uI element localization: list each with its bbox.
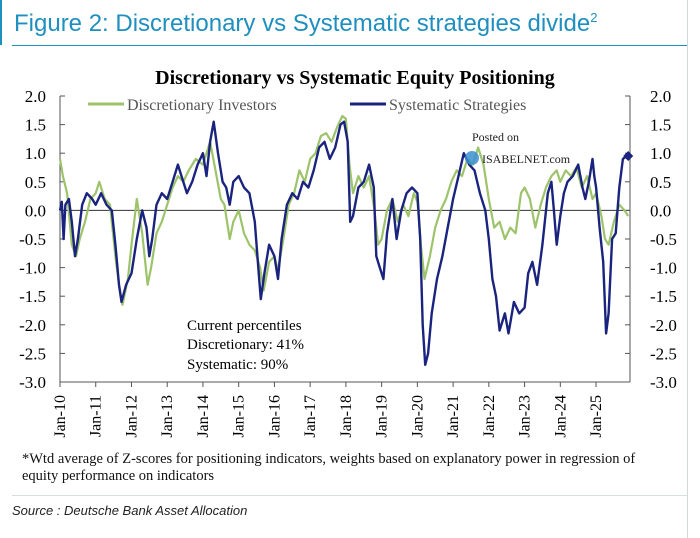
annotation-discretionary: Discretionary: 41% [187, 337, 304, 353]
source-divider [12, 495, 688, 496]
y-tick-label-right: 0.0 [650, 201, 671, 220]
watermark: Posted on ISABELNET.com [465, 130, 571, 166]
footnote-marker: 2 [590, 10, 598, 25]
axes: 2.0 2.0 1.5 1.5 1.0 1.0 0.5 0.5 0.0 0.0 -0.5 -0.5 -1… [19, 87, 677, 438]
x-tick-label: Jan-11 [88, 395, 105, 437]
y-tick-label-left: -1.5 [19, 287, 46, 306]
y-tick-label-right: -3.0 [650, 373, 677, 392]
legend-label-discretionary: Discretionary Investors [127, 97, 277, 114]
y-tick-label-right: 2.0 [650, 87, 671, 106]
x-tick-label: Jan-16 [266, 395, 283, 438]
watermark-line-2: ISABELNET.com [482, 152, 571, 166]
y-tick-label-left: -0.5 [19, 230, 46, 249]
y-tick-label-left: -2.0 [19, 316, 46, 335]
y-tick-label-left: -1.0 [19, 259, 46, 278]
x-tick-label: Jan-18 [338, 395, 355, 438]
y-tick-label-right: -1.0 [650, 259, 677, 278]
series-discretionary [58, 114, 630, 306]
x-tick-label: Jan-14 [195, 395, 212, 438]
title-accent-bar [0, 0, 2, 45]
percentiles-annotation: Current percentiles Discretionary: 41% S… [187, 318, 304, 373]
figure-title: Figure 2: Discretionary vs Systematic st… [14, 10, 598, 37]
chart-title: Discretionary vs Systematic Equity Posit… [155, 67, 555, 89]
legend: Discretionary Investors Systematic Strat… [88, 97, 526, 114]
y-tick-label-right: 0.5 [650, 173, 671, 192]
series-line [58, 120, 629, 366]
watermark-logo-icon [465, 151, 479, 165]
series-systematic [58, 120, 634, 366]
x-tick-label: Jan-22 [481, 395, 498, 438]
legend-label-systematic: Systematic Strategies [389, 97, 526, 114]
right-border [687, 0, 688, 538]
y-tick-label-left: -3.0 [19, 373, 46, 392]
y-tick-label-left: 1.0 [25, 144, 46, 163]
y-tick-label-right: 1.0 [650, 144, 671, 163]
y-tick-label-right: -1.5 [650, 287, 677, 306]
x-tick-label: Jan-19 [374, 395, 391, 438]
y-tick-label-left: 2.0 [25, 87, 46, 106]
watermark-line-1: Posted on [472, 130, 519, 144]
positioning-chart: Discretionary vs Systematic Equity Posit… [19, 67, 677, 438]
y-tick-label-left: 0.5 [25, 173, 46, 192]
x-tick-label: Jan-13 [159, 395, 176, 438]
source-note: Source : Deutsche Bank Asset Allocation [12, 503, 248, 518]
systematic-end-marker [623, 151, 634, 162]
x-tick-label: Jan-17 [302, 395, 319, 438]
y-tick-label-left: 1.5 [25, 116, 46, 135]
footnote: *Wtd average of Z-scores for positioning… [22, 451, 636, 484]
x-tick-label: Jan-21 [445, 395, 462, 438]
x-tick-label: Jan-15 [231, 395, 248, 438]
x-tick-label: Jan-24 [552, 395, 569, 438]
x-tick-label: Jan-20 [409, 395, 426, 438]
x-tick-label: Jan-12 [123, 395, 140, 438]
series-line [58, 114, 630, 306]
title-divider [12, 45, 688, 46]
y-tick-label-right: -2.0 [650, 316, 677, 335]
x-tick-label: Jan-23 [517, 395, 534, 438]
y-tick-label-right: 1.5 [650, 116, 671, 135]
y-tick-label-right: -2.5 [650, 344, 677, 363]
y-tick-label-left: -2.5 [19, 344, 46, 363]
x-tick-label: Jan-10 [52, 395, 69, 438]
annotation-systematic: Systematic: 90% [187, 357, 288, 373]
y-tick-label-right: -0.5 [650, 230, 677, 249]
x-tick-label: Jan-25 [588, 395, 605, 438]
y-tick-label-left: 0.0 [25, 201, 46, 220]
annotation-heading: Current percentiles [187, 318, 302, 334]
